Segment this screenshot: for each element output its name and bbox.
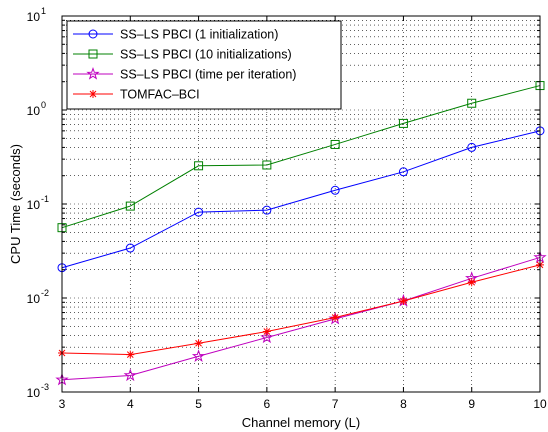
series-line	[61, 256, 541, 381]
data-point	[330, 185, 340, 195]
y-tick-label-exponent: -3	[41, 382, 49, 392]
y-tick-label: 10	[27, 104, 41, 118]
legend: SS–LS PBCI (1 initialization) SS–LS PBCI …	[66, 20, 342, 110]
data-point	[262, 327, 271, 336]
x-tick-label: 7	[332, 397, 339, 411]
x-tick-label: 5	[195, 397, 202, 411]
data-point	[399, 296, 408, 305]
x-tick-label: 3	[59, 397, 66, 411]
series-line	[61, 130, 541, 269]
x-tick-label: 8	[400, 397, 407, 411]
data-point	[126, 350, 135, 359]
data-point	[262, 160, 272, 170]
legend-entry: SS–LS PBCI (10 initializations)	[73, 48, 292, 62]
series-1	[57, 126, 545, 273]
data-point	[123, 368, 137, 382]
legend-entry: TOMFAC–BCI	[73, 88, 200, 102]
data-point	[467, 278, 476, 287]
x-tick-label: 4	[127, 397, 134, 411]
data-point	[194, 339, 203, 348]
y-tick-label-exponent: -2	[41, 288, 49, 298]
legend-label: SS–LS PBCI (10 initializations)	[120, 48, 292, 62]
series-line	[61, 85, 541, 229]
legend-entry: SS–LS PBCI (time per iteration)	[73, 66, 296, 82]
data-point	[467, 142, 477, 152]
data-point	[86, 66, 100, 80]
data-point	[88, 49, 98, 59]
data-point	[262, 205, 272, 215]
legend-label: SS–LS PBCI (1 initialization)	[120, 28, 278, 42]
y-tick-label: 10	[27, 292, 41, 306]
data-point	[194, 161, 204, 171]
series-line	[61, 264, 541, 356]
grid-lines	[62, 16, 540, 392]
legend-label: SS–LS PBCI (time per iteration)	[120, 68, 296, 82]
data-point	[191, 349, 206, 362]
data-point	[330, 139, 340, 149]
data-point	[331, 313, 340, 322]
data-point	[89, 90, 97, 98]
y-tick-label-exponent: 0	[41, 100, 46, 110]
data-point	[194, 207, 204, 217]
y-axis-label: CPU Time (seconds)	[8, 144, 23, 264]
y-tick-label: 10	[27, 10, 41, 24]
legend-label: TOMFAC–BCI	[120, 88, 200, 102]
data-point	[398, 118, 408, 128]
series-layer	[55, 81, 547, 386]
data-point	[88, 29, 98, 39]
y-tick-label-exponent: 1	[41, 6, 46, 16]
data-point	[398, 167, 408, 177]
x-tick-label: 10	[533, 397, 547, 411]
data-point	[125, 243, 135, 253]
series-2	[57, 81, 545, 233]
x-tick-label: 6	[264, 397, 271, 411]
data-point	[260, 330, 274, 344]
data-point	[467, 98, 477, 108]
x-tick-label: 9	[468, 397, 475, 411]
data-point	[125, 201, 135, 211]
legend-entry: SS–LS PBCI (1 initialization)	[73, 28, 278, 42]
y-tick-label: 10	[27, 386, 41, 400]
y-tick-label-exponent: -1	[41, 194, 49, 204]
x-axis-label: Channel memory (L)	[242, 415, 361, 430]
y-tick-label: 10	[27, 198, 41, 212]
